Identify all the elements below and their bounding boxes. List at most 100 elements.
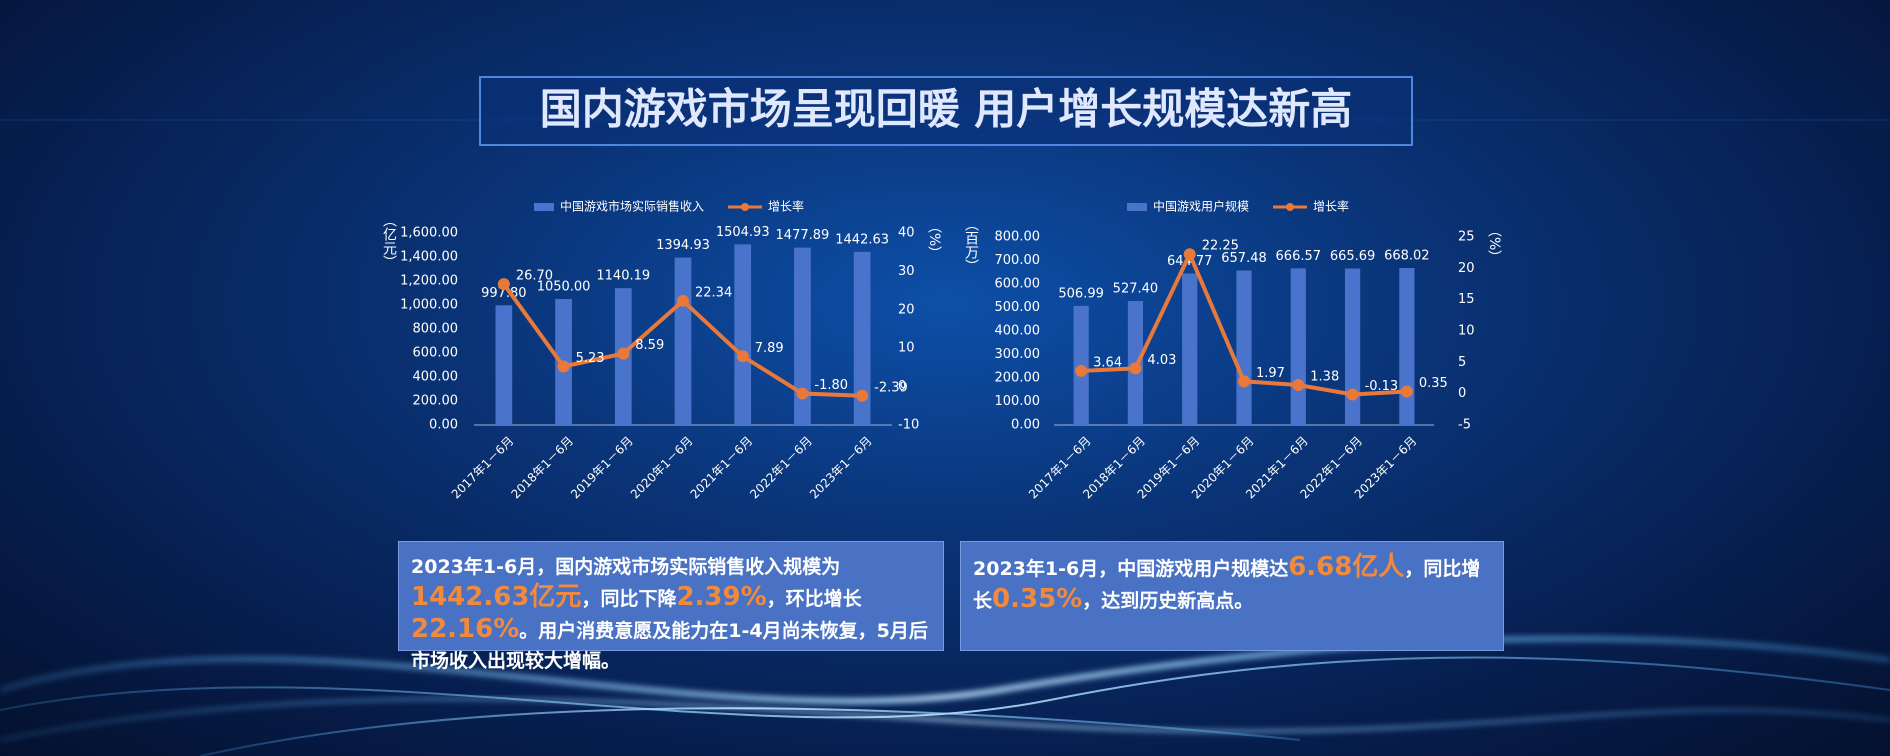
- y2-tick-label: 30: [898, 264, 915, 279]
- bar-value-label: 665.69: [1330, 249, 1376, 264]
- note-highlight: 0.35%: [992, 584, 1083, 614]
- line-value-label: 22.25: [1202, 239, 1239, 254]
- line-point: [736, 350, 749, 363]
- note-text: ，同比增长: [973, 558, 1481, 612]
- bar: [1290, 268, 1306, 425]
- line-point: [677, 294, 689, 307]
- y-tick-label: 1,600.00: [400, 226, 458, 241]
- y2-tick-label: 25: [1458, 230, 1475, 245]
- bar-value-label: 506.99: [1058, 286, 1104, 301]
- line-point: [557, 360, 570, 373]
- y-tick-label: 400.00: [995, 324, 1041, 339]
- legend-swatch: [1127, 203, 1147, 211]
- bar: [1236, 270, 1252, 425]
- y-tick-label: 600.00: [995, 277, 1041, 292]
- line-value-label: 1.97: [1256, 366, 1285, 381]
- y-tick-label: 1,400.00: [400, 250, 458, 265]
- line-value-label: -2.39: [874, 380, 908, 395]
- background-waves: [0, 119, 1890, 756]
- bar-value-label: 1504.93: [716, 225, 770, 240]
- line-point: [1400, 385, 1413, 398]
- line-point: [617, 347, 630, 360]
- line-point: [796, 387, 809, 400]
- y-tick-label: 1,200.00: [400, 274, 458, 289]
- bar-value-label: 1442.63: [835, 232, 889, 247]
- line-point: [1075, 364, 1088, 377]
- note-text: ，同比下降: [581, 588, 677, 610]
- y2-tick-label: 20: [898, 302, 915, 317]
- y2-tick-label: 20: [1458, 261, 1475, 276]
- y-tick-label: 800.00: [413, 322, 459, 337]
- line-value-label: -1.80: [814, 378, 848, 393]
- y2-tick-label: 10: [898, 341, 915, 356]
- line-value-label: -0.13: [1365, 379, 1399, 394]
- y-axis-title: （亿元）: [381, 213, 397, 269]
- note-box: 2023年1-6月，中国游戏用户规模达6.68亿人，同比增长0.35%，达到历史…: [960, 541, 1504, 651]
- line-value-label: 22.34: [695, 285, 732, 300]
- y2-tick-label: 5: [1458, 355, 1466, 370]
- bar: [1399, 268, 1415, 425]
- note-text: ，达到历史新高点。: [1082, 590, 1254, 612]
- bar: [495, 305, 513, 425]
- line-value-label: 4.03: [1147, 353, 1176, 368]
- y-tick-label: 0.00: [1011, 418, 1040, 433]
- y2-tick-label: 0: [1458, 386, 1466, 401]
- title-box: [479, 76, 1413, 146]
- bar-value-label: 657.48: [1221, 251, 1267, 266]
- y-tick-label: 1,000.00: [400, 298, 458, 313]
- bar: [674, 257, 692, 425]
- bar-value-label: 666.57: [1276, 249, 1322, 264]
- line-value-label: 5.23: [576, 351, 605, 366]
- y-tick-label: 0.00: [429, 418, 458, 433]
- note-highlight: 2.39%: [676, 582, 767, 612]
- legend-label: 增长率: [1313, 199, 1349, 214]
- bar-value-label: 1050.00: [537, 280, 591, 295]
- note-box: 2023年1-6月，国内游戏市场实际销售收入规模为1442.63亿元，同比下降2…: [398, 541, 944, 672]
- page-title: 国内游戏市场呈现回暖 用户增长规模达新高: [540, 85, 1353, 134]
- y2-tick-label: 40: [898, 226, 915, 241]
- bar-value-label: 1477.89: [776, 228, 830, 243]
- y-tick-label: 400.00: [413, 370, 459, 385]
- x-tick-label: 2021年1－6月: [688, 434, 756, 502]
- x-tick-label: 2022年1－6月: [747, 434, 815, 502]
- y2-tick-label: 15: [1458, 292, 1475, 307]
- y-tick-label: 500.00: [995, 300, 1041, 315]
- line-value-label: 8.59: [635, 338, 664, 353]
- y-tick-label: 200.00: [413, 394, 459, 409]
- y-tick-label: 200.00: [995, 371, 1041, 386]
- line-point: [1238, 375, 1250, 388]
- x-tick-label: 2020年1－6月: [628, 434, 696, 502]
- y2-tick-label: 10: [1458, 324, 1475, 339]
- line-point: [856, 389, 869, 402]
- note-highlight: 22.16%: [411, 614, 520, 644]
- y2-axis-title: （%）: [926, 219, 942, 260]
- line-value-label: 0.35: [1419, 376, 1448, 391]
- bar: [734, 244, 752, 425]
- bar: [794, 247, 811, 425]
- y-tick-label: 600.00: [413, 346, 459, 361]
- legend-label: 中国游戏用户规模: [1153, 199, 1249, 214]
- note-text: 2023年1-6月，中国游戏用户规模达: [973, 558, 1289, 580]
- legend-label: 中国游戏市场实际销售收入: [560, 199, 704, 214]
- note-text: ，环比增长: [766, 588, 862, 610]
- bar: [853, 251, 871, 425]
- y2-tick-label: -5: [1458, 418, 1471, 433]
- line-value-label: 7.89: [755, 341, 784, 356]
- bar-value-label: 1394.93: [656, 238, 710, 253]
- bar: [1344, 268, 1361, 425]
- y-tick-label: 700.00: [995, 253, 1041, 268]
- line-point: [1129, 362, 1142, 375]
- x-tick-label: 2023年1－6月: [807, 434, 875, 502]
- note-highlight: 6.68亿人: [1288, 552, 1405, 582]
- y-axis-title: （百万）: [963, 217, 979, 273]
- line-point: [1292, 379, 1305, 392]
- y2-tick-label: 0: [898, 379, 906, 394]
- note-highlight: 1442.63亿元: [411, 582, 582, 612]
- y-tick-label: 100.00: [995, 394, 1041, 409]
- x-tick-label: 2018年1－6月: [508, 434, 576, 502]
- x-tick-label: 2019年1－6月: [568, 434, 636, 502]
- line-point: [1183, 248, 1196, 261]
- y2-tick-label: -10: [898, 418, 919, 433]
- legend-swatch: [1286, 203, 1295, 211]
